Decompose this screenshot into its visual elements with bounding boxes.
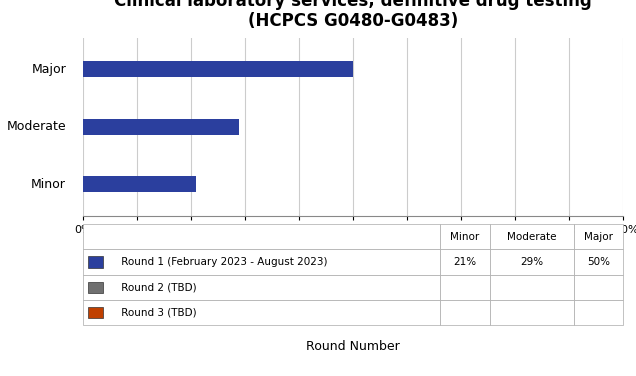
Bar [88,307,103,318]
Bar [83,61,353,77]
Bar [88,282,103,293]
Title: Clinical laboratory services; definitive drug testing
(HCPCS G0480-G0483): Clinical laboratory services; definitive… [114,0,592,30]
Y-axis label: Classification: Classification [0,85,1,168]
Text: Round Number: Round Number [306,340,400,353]
Bar [88,256,103,268]
Bar [83,176,196,192]
Bar [83,119,239,135]
